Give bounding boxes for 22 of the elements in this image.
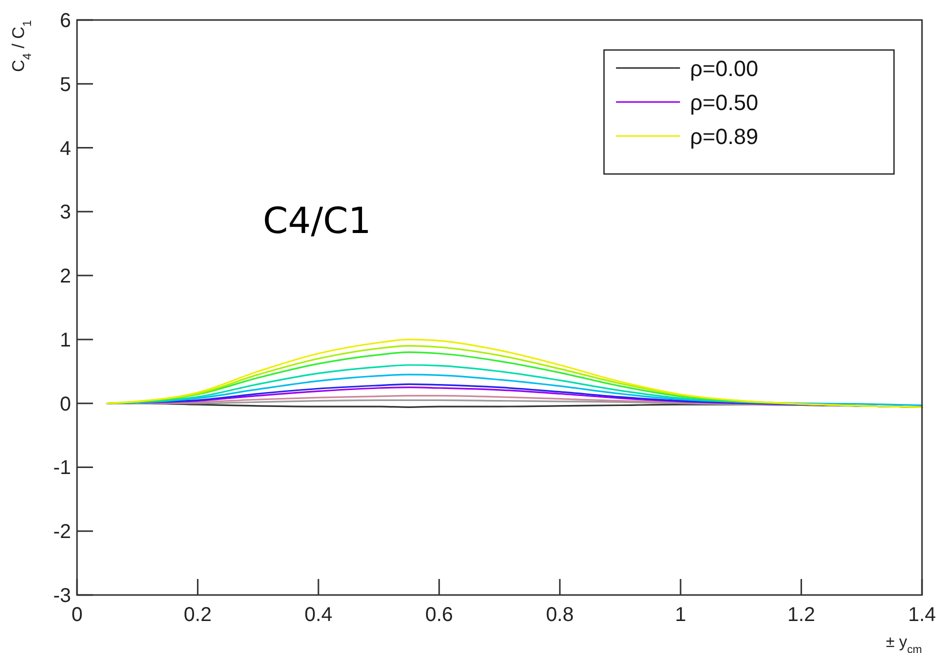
x-tick-label: 0.6: [425, 604, 454, 626]
y-tick-label: 1: [60, 329, 71, 352]
legend-label: ρ=0.50: [690, 90, 758, 115]
x-tick-label: 0.8: [546, 604, 574, 626]
x-tick-label: 1: [675, 604, 686, 626]
y-tick-label: 6: [60, 10, 71, 32]
x-tick-label: 1.4: [908, 604, 936, 626]
y-tick-label: 0: [60, 393, 71, 416]
y-tick-label: 4: [60, 138, 71, 160]
legend-label: ρ=0.00: [690, 56, 758, 81]
y-tick-label: -2: [53, 521, 71, 544]
legend-label: ρ=0.89: [690, 124, 758, 149]
y-tick-label: 5: [60, 74, 71, 96]
y-tick-label: -3: [53, 585, 71, 607]
annotation: C4/C1: [262, 200, 372, 242]
x-tick-label: 0.2: [184, 604, 212, 626]
y-tick-label: 3: [60, 202, 71, 224]
y-tick-label: 2: [60, 266, 71, 288]
y-tick-label: -1: [53, 457, 71, 480]
x-tick-label: 0.4: [304, 604, 332, 626]
x-axis-title: ± y$_{cm}$: [886, 634, 922, 653]
x-tick-label: 1.2: [787, 604, 816, 626]
